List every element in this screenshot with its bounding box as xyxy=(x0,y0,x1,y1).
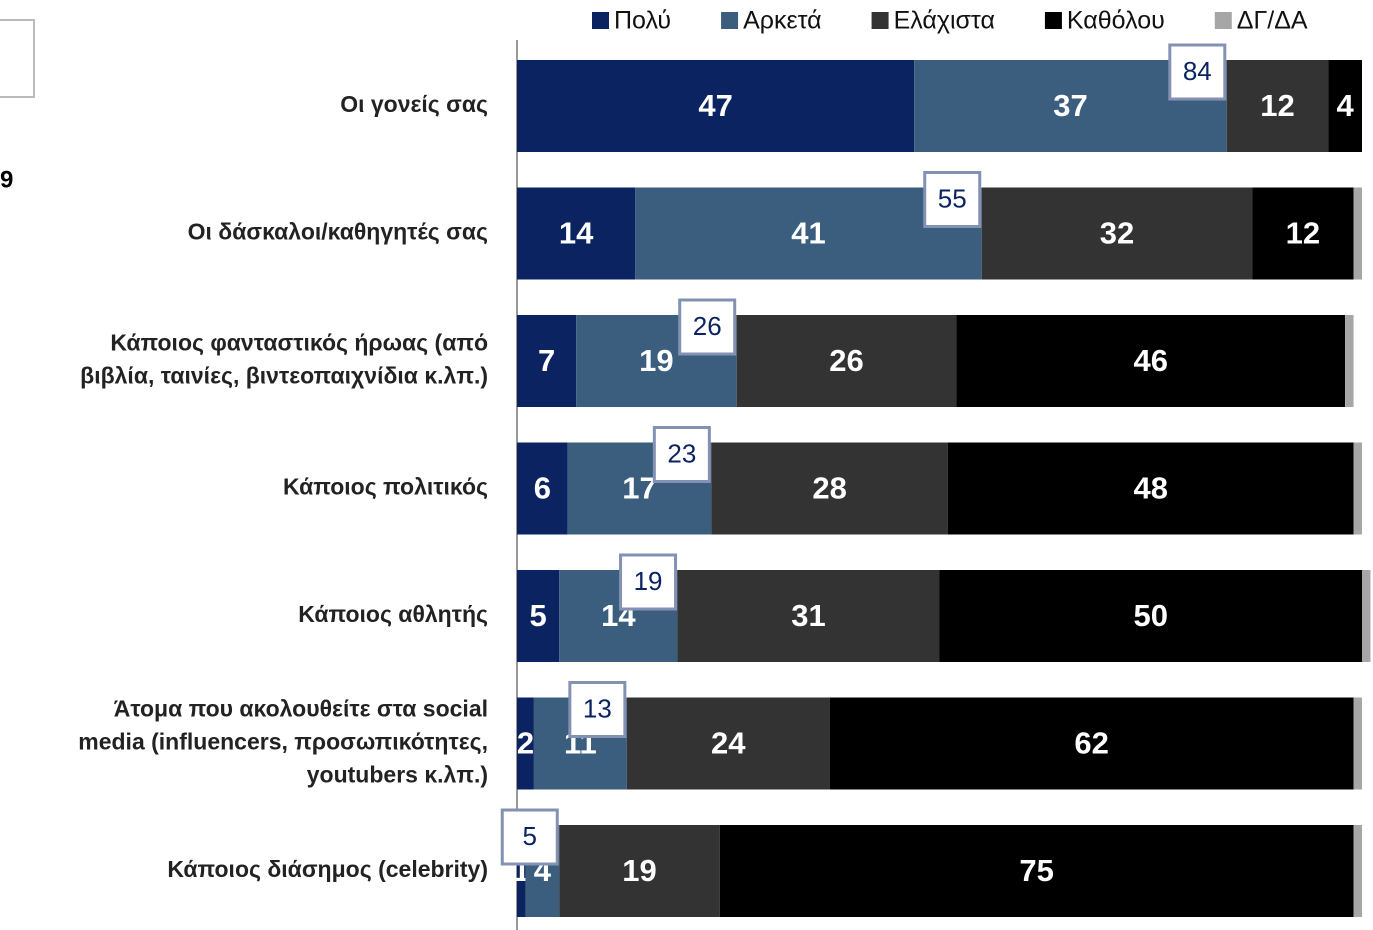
total-box xyxy=(678,298,737,356)
cropped-box xyxy=(0,19,35,98)
value-label: 14 xyxy=(559,216,594,251)
value-label: 28 xyxy=(812,471,846,506)
total-label: 26 xyxy=(693,311,722,341)
legend-label: Καθόλου xyxy=(1067,7,1165,35)
value-label: 19 xyxy=(622,853,656,888)
total-box xyxy=(619,553,678,611)
value-label: 32 xyxy=(1100,216,1134,251)
value-label: 19 xyxy=(639,343,673,378)
category-label: βιβλία, ταινίες, βιντεοπαιχνίδια κ.λπ.) xyxy=(80,363,488,389)
bar-segment xyxy=(517,570,560,662)
bar-segment xyxy=(1353,442,1362,535)
legend-label: ΔΓ/ΔΑ xyxy=(1237,7,1308,35)
bar-segment xyxy=(711,442,948,535)
value-label: 4 xyxy=(1336,88,1354,123)
bar-segment xyxy=(559,825,720,917)
category-label: Κάποιος αθλητής xyxy=(298,601,488,627)
total-box xyxy=(500,808,559,866)
category-label: media (influencers, προσωπικότητες, xyxy=(78,729,488,755)
bar-segment xyxy=(517,825,526,917)
total-box xyxy=(568,681,627,738)
legend-label: Αρκετά xyxy=(743,7,822,35)
bar-segment xyxy=(719,825,1354,917)
bar-segment xyxy=(939,570,1362,662)
legend-label: Ελάχιστα xyxy=(894,7,995,35)
value-label: 75 xyxy=(1019,853,1053,888)
category-label: Κάποιος πολιτικός xyxy=(283,474,488,500)
category-label: Άτομα που ακολουθείτε στα social xyxy=(114,696,488,722)
value-label: 24 xyxy=(711,726,746,761)
total-label: 55 xyxy=(938,183,967,213)
value-label: 5 xyxy=(530,598,547,633)
category-label: Κάποιος φανταστικός ήρωας (από xyxy=(110,330,488,356)
bar-segment xyxy=(1328,60,1362,152)
total-box xyxy=(1168,43,1227,101)
legend-swatch xyxy=(1044,12,1062,29)
category-label: Κάποιος διάσημος (celebrity) xyxy=(167,856,488,882)
value-label: 50 xyxy=(1134,598,1168,633)
bar-segment xyxy=(1362,570,1371,662)
value-label: 62 xyxy=(1074,726,1108,761)
category-label: Οι γονείς σας xyxy=(340,91,488,117)
total-box xyxy=(652,426,711,483)
value-label: 26 xyxy=(829,343,863,378)
value-label: 2 xyxy=(517,726,534,761)
legend-label: Πολύ xyxy=(614,7,671,35)
value-label: 46 xyxy=(1134,343,1168,378)
bar-segment xyxy=(517,315,577,407)
bar-segment xyxy=(517,442,568,535)
cropped-text: 9 xyxy=(0,166,13,193)
bar-segment xyxy=(1252,187,1354,280)
bar-segment xyxy=(956,315,1346,407)
value-label: 12 xyxy=(1286,216,1320,251)
total-label: 5 xyxy=(523,821,537,851)
bar-segment xyxy=(517,60,915,152)
value-label: 47 xyxy=(698,88,732,123)
bar-segment xyxy=(1353,187,1362,280)
legend-swatch xyxy=(721,12,739,29)
value-label: 37 xyxy=(1053,88,1087,123)
legend-swatch xyxy=(871,12,889,29)
bar-segment xyxy=(1353,697,1362,790)
value-label: 17 xyxy=(622,471,656,506)
bar-segment xyxy=(1226,60,1329,152)
category-label: Οι δάσκαλοι/καθηγητές σας xyxy=(188,219,488,245)
value-label: 48 xyxy=(1134,471,1168,506)
value-label: 6 xyxy=(534,471,551,506)
value-label: 7 xyxy=(538,343,555,378)
bar-segment xyxy=(1345,315,1354,407)
value-label: 31 xyxy=(791,598,825,633)
total-label: 19 xyxy=(634,566,663,596)
bar-segment xyxy=(829,697,1354,790)
bar-segment xyxy=(1353,825,1362,917)
legend-swatch xyxy=(592,12,609,29)
bar-segment xyxy=(517,187,636,280)
value-label: 12 xyxy=(1260,88,1294,123)
bar-segment xyxy=(677,570,940,662)
category-label: youtubers κ.λπ.) xyxy=(307,762,488,788)
bar-segment xyxy=(947,442,1354,535)
total-label: 13 xyxy=(583,693,612,723)
bar-segment xyxy=(981,187,1253,280)
total-box xyxy=(923,171,982,228)
value-label: 41 xyxy=(791,216,825,251)
bar-segment xyxy=(736,315,957,407)
legend-swatch xyxy=(1214,12,1232,29)
bar-segment xyxy=(517,697,534,790)
total-label: 23 xyxy=(667,438,696,468)
bar-segment xyxy=(626,697,830,790)
total-label: 84 xyxy=(1183,56,1212,86)
